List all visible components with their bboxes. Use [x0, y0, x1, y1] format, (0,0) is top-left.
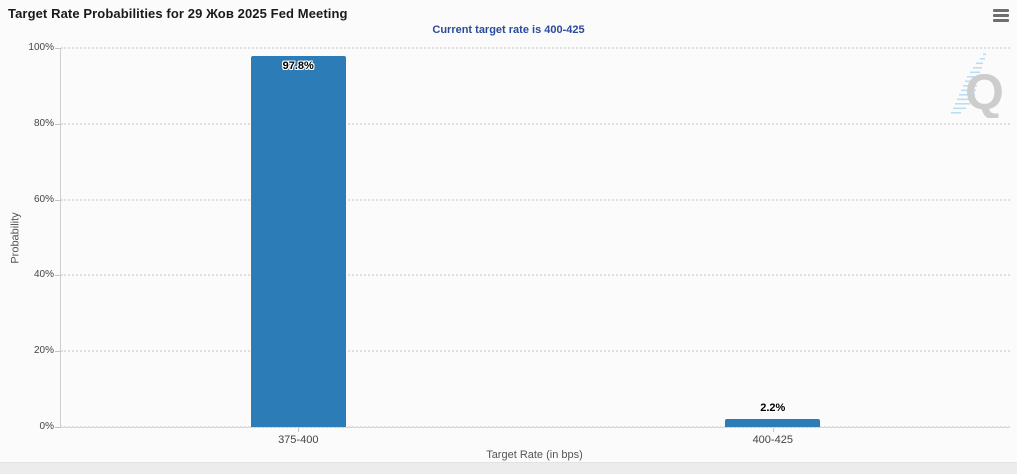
- x-tick-mark: [298, 428, 300, 432]
- y-tick-label: 40%: [33, 269, 54, 281]
- bar-value-label: 97.8%: [282, 60, 314, 73]
- hamburger-menu-icon[interactable]: [993, 9, 1009, 22]
- y-tick-mark: [55, 275, 61, 277]
- y-tick-label: 80%: [33, 117, 54, 129]
- y-tick-label: 20%: [33, 345, 54, 357]
- y-tick-mark: [55, 123, 61, 125]
- y-tick-mark: [55, 351, 61, 353]
- gridline: [61, 47, 1010, 49]
- y-tick-label: 0%: [39, 421, 54, 432]
- bottom-strip: [0, 462, 1017, 474]
- chart-title: Target Rate Probabilities for 29 Жов 202…: [8, 6, 348, 21]
- gridline: [61, 122, 1010, 125]
- y-tick-mark: [55, 199, 61, 201]
- hamburger-bar: [993, 14, 1009, 17]
- chart-subtitle: Current target rate is 400-425: [432, 24, 585, 36]
- x-tick-mark: [772, 428, 774, 432]
- gridline: [61, 198, 1010, 201]
- bar-375-400[interactable]: [250, 56, 346, 427]
- x-category-label: 400-425: [752, 434, 793, 446]
- y-axis-title: Probability: [9, 48, 23, 427]
- hamburger-bar: [993, 19, 1009, 22]
- y-axis-title-text: Probability: [10, 211, 23, 264]
- y-tick-label: 60%: [33, 193, 54, 205]
- y-tick-mark: [55, 427, 61, 428]
- y-tick-mark: [55, 48, 61, 49]
- watermark-letter: Q: [965, 64, 1004, 118]
- quikstrike-watermark-icon: Q: [951, 53, 1004, 118]
- hamburger-bar: [993, 9, 1009, 12]
- y-tick-label: 100%: [28, 42, 54, 53]
- plot-area: Probability Q 0% 20% 40% 60% 80% 100% 97.8: [10, 42, 1010, 446]
- bar-value-label: 2.2%: [760, 401, 786, 414]
- gridline: [61, 350, 1010, 353]
- bar-400-425[interactable]: [725, 418, 821, 427]
- x-category-label: 375-400: [278, 434, 319, 446]
- x-axis-title: Target Rate (in bps): [486, 449, 583, 461]
- gridline: [61, 426, 1010, 428]
- gridline: [61, 274, 1010, 277]
